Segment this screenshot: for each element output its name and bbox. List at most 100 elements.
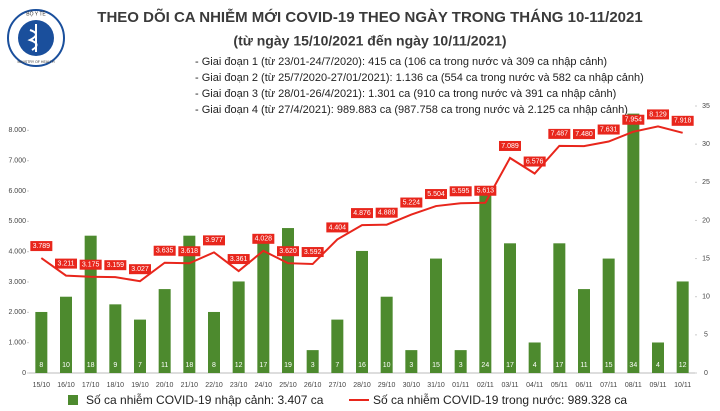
data-label: 7.487	[551, 131, 569, 138]
note: - Giai đoạn 4 (từ 27/4/2021): 989.883 ca…	[195, 104, 628, 116]
bar-label: 7	[335, 362, 339, 369]
logo-text: MINISTRY OF HEALTH	[18, 60, 55, 64]
y-tick-label: 1.000	[8, 340, 26, 347]
bar	[602, 258, 615, 373]
bar	[84, 235, 97, 373]
data-label-box	[499, 140, 521, 151]
data-label-box	[79, 259, 102, 270]
bar-label: 8	[212, 362, 216, 369]
bar	[158, 289, 171, 373]
y-tick-label: 3.000	[8, 279, 26, 286]
line	[40, 125, 683, 283]
x-tick-label: 27/10	[329, 382, 347, 389]
y2-tick-label: 15	[702, 255, 710, 262]
y2-tick-label: 20	[702, 217, 710, 224]
y-tick-label: 0	[22, 370, 26, 377]
data-label-box	[351, 208, 373, 219]
bar-label: 11	[580, 362, 587, 369]
x-tick-label: 04/11	[526, 382, 543, 389]
x-tick-label: 25/10	[279, 382, 297, 389]
bar	[454, 350, 467, 373]
data-label-box	[252, 233, 275, 244]
bar-label: 3	[409, 362, 413, 369]
x-tick-label: 05/11	[551, 382, 568, 389]
data-label-box	[425, 189, 447, 200]
bar	[405, 350, 418, 373]
bar	[60, 296, 72, 373]
bar-label: 17	[259, 362, 267, 369]
x-tick-label: 18/10	[107, 382, 125, 389]
logo-text: BỘ Y TẾ	[26, 10, 46, 17]
y2-tick-label: 25	[702, 179, 710, 186]
data-label: 7.954	[625, 117, 643, 124]
note: - Giai đoạn 1 (từ 23/01-24/7/2020): 415 …	[195, 56, 607, 68]
logo: BỘ Y TẾ MINISTRY OF HEALTH	[7, 9, 65, 67]
bar-label: 10	[62, 362, 70, 369]
data-label: 5.613	[477, 188, 495, 195]
bar-label: 18	[87, 362, 95, 369]
x-tick-label: 31/10	[427, 382, 445, 389]
bar-label: 4	[533, 362, 537, 369]
bar-label: 16	[358, 362, 366, 369]
bar-label: 3	[459, 362, 463, 369]
x-tick-label: 02/11	[477, 382, 494, 389]
data-label: 7.918	[674, 118, 692, 125]
x-tick-label: 07/11	[600, 382, 617, 389]
chart-subtitle: (từ ngày 15/10/2021 đến ngày 10/11/2021)	[233, 33, 506, 49]
bar	[35, 311, 48, 373]
legend-label: Số ca nhiễm COVID-19 nhập cảnh: 3.407 ca	[86, 392, 324, 407]
logo-symbol	[27, 24, 38, 52]
data-label-box	[153, 245, 176, 256]
x-tick-label: 21/10	[181, 382, 199, 389]
y-tick-label: 8.000	[8, 127, 26, 134]
bar	[331, 319, 344, 373]
bar-label: 18	[185, 362, 193, 369]
y-tick-label: 2.000	[8, 309, 26, 316]
data-label-box	[671, 115, 694, 126]
data-label-box	[622, 114, 645, 125]
data-label-box	[400, 197, 423, 208]
x-tick-label: 03/11	[502, 382, 519, 389]
bar-label: 15	[432, 362, 440, 369]
data-label: 8.129	[649, 111, 667, 118]
data-label: 3.635	[156, 248, 174, 255]
bar-label: 17	[506, 362, 514, 369]
bar-label: 11	[161, 362, 168, 369]
x-tick-label: 23/10	[230, 382, 248, 389]
x-tick-label: 26/10	[304, 382, 322, 389]
bar	[232, 281, 245, 373]
bar	[479, 189, 492, 373]
bar-label: 17	[555, 362, 563, 369]
data-label-box	[104, 260, 127, 271]
bar	[430, 258, 442, 373]
data-label: 5.504	[427, 191, 445, 198]
bar	[528, 342, 541, 373]
bar	[356, 250, 368, 373]
data-label: 3.618	[181, 248, 199, 255]
data-label-box	[523, 156, 546, 167]
x-tick-label: 20/10	[156, 382, 174, 389]
bar-label: 3	[311, 362, 315, 369]
data-label: 3.361	[230, 256, 248, 263]
bar-label: 15	[605, 362, 613, 369]
bar-label: 10	[383, 362, 391, 369]
y-tick-label: 5.000	[8, 218, 26, 225]
data-label-box	[647, 109, 669, 120]
data-label: 3.620	[279, 248, 297, 255]
data-label-box	[597, 124, 620, 135]
bar-label: 9	[113, 362, 117, 369]
data-label-box	[548, 128, 571, 139]
data-label: 3.027	[131, 266, 149, 273]
data-label-box	[449, 186, 472, 197]
legend-label: Số ca nhiễm COVID-19 trong nước: 989.328…	[373, 392, 627, 407]
data-label-box	[277, 246, 299, 257]
data-label: 3.175	[82, 262, 100, 269]
y2-tick-label: 5	[704, 332, 708, 339]
bar-label: 34	[629, 362, 637, 369]
bar-label: 12	[679, 362, 687, 369]
data-label-box	[30, 241, 53, 252]
bar-label: 12	[235, 362, 243, 369]
chart-title: THEO DÕI CA NHIỄM MỚI COVID-19 THEO NGÀY…	[97, 8, 642, 26]
x-tick-label: 06/11	[576, 382, 593, 389]
